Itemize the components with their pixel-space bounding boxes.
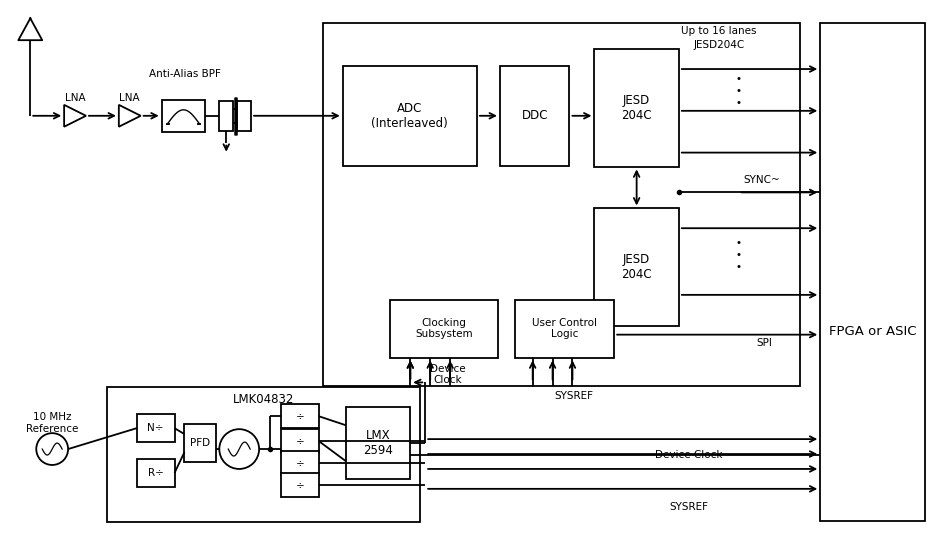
- Text: N÷: N÷: [148, 423, 164, 433]
- Text: ÷: ÷: [295, 436, 304, 446]
- Bar: [500, 66, 569, 166]
- Bar: [595, 209, 678, 326]
- Bar: [281, 429, 319, 453]
- Text: Device
Clock: Device Clock: [430, 363, 466, 385]
- Text: •
•
•: • • •: [736, 239, 742, 272]
- Text: SYSREF: SYSREF: [554, 391, 594, 401]
- Text: ADC
(Interleaved): ADC (Interleaved): [372, 102, 448, 130]
- Bar: [515, 300, 614, 358]
- Bar: [136, 414, 174, 442]
- Text: R÷: R÷: [148, 468, 164, 478]
- Bar: [345, 407, 410, 479]
- Bar: [281, 451, 319, 475]
- Text: User Control
Logic: User Control Logic: [532, 318, 597, 339]
- Text: Up to 16 lanes: Up to 16 lanes: [681, 26, 757, 36]
- Text: 10 MHz
Reference: 10 MHz Reference: [26, 412, 78, 434]
- Bar: [281, 404, 319, 428]
- Text: JESD
204C: JESD 204C: [621, 253, 652, 281]
- Text: PFD: PFD: [190, 438, 211, 448]
- Bar: [237, 101, 251, 131]
- Text: DDC: DDC: [521, 109, 548, 122]
- Text: ÷: ÷: [295, 480, 304, 490]
- Bar: [595, 49, 678, 167]
- Text: LMK04832: LMK04832: [232, 393, 295, 406]
- Text: LMX
2594: LMX 2594: [363, 429, 393, 457]
- Bar: [184, 424, 216, 462]
- Bar: [821, 23, 925, 520]
- Text: ÷: ÷: [295, 411, 304, 421]
- Text: LNA: LNA: [65, 93, 86, 103]
- Text: ÷: ÷: [295, 458, 304, 468]
- Text: SPI: SPI: [757, 338, 773, 348]
- Bar: [281, 473, 319, 497]
- Text: JESD204C: JESD204C: [694, 40, 744, 50]
- Text: Device Clock: Device Clock: [655, 450, 723, 460]
- Bar: [107, 388, 421, 522]
- Text: SYNC~: SYNC~: [743, 175, 780, 185]
- Bar: [391, 300, 498, 358]
- Bar: [343, 66, 477, 166]
- Text: •
•
•: • • •: [736, 75, 742, 108]
- Text: JESD
204C: JESD 204C: [621, 94, 652, 122]
- Text: Anti-Alias BPF: Anti-Alias BPF: [149, 69, 220, 79]
- Bar: [219, 101, 233, 131]
- Bar: [136, 459, 174, 487]
- Text: SYSREF: SYSREF: [669, 502, 709, 512]
- Bar: [162, 100, 205, 132]
- Text: Clocking
Subsystem: Clocking Subsystem: [415, 318, 473, 339]
- Bar: [323, 23, 800, 386]
- Text: LNA: LNA: [120, 93, 140, 103]
- Text: FPGA or ASIC: FPGA or ASIC: [829, 325, 917, 338]
